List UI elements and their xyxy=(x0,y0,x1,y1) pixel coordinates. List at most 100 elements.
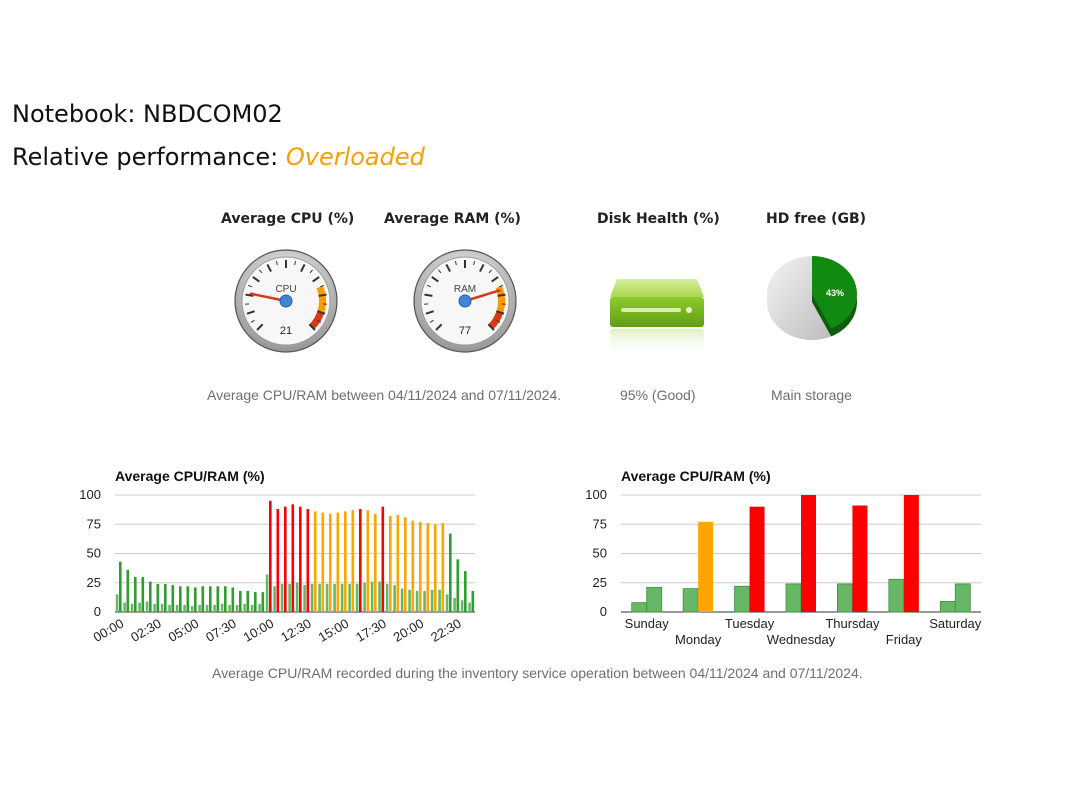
gauge-tick xyxy=(319,284,325,288)
notebook-title: Notebook: NBDCOM02 xyxy=(12,100,283,128)
ram-bar xyxy=(954,583,971,613)
cpu-bar xyxy=(785,583,802,613)
gauge-tick xyxy=(488,269,493,274)
x-category-label: Saturday xyxy=(929,616,982,631)
hd-free-pie: 43% xyxy=(767,256,857,340)
gauge-danger-zone xyxy=(488,311,504,330)
avg-cpu-label: Average CPU (%) xyxy=(221,211,355,227)
cpu-bar xyxy=(430,589,434,612)
cpu-bar xyxy=(175,604,179,612)
ram-bar xyxy=(374,513,377,612)
ram-bar xyxy=(194,587,197,612)
gauge-tick xyxy=(496,319,501,323)
y-tick-label: 50 xyxy=(593,546,607,561)
cpu-bar xyxy=(303,585,306,612)
y-tick-label: 75 xyxy=(87,516,101,531)
ram-bar xyxy=(186,586,190,612)
ram-needle-hub xyxy=(458,294,472,308)
cpu-ram-caption: Average CPU/RAM between 04/11/2024 and 0… xyxy=(207,387,562,403)
charts-caption: Average CPU/RAM recorded during the inve… xyxy=(212,665,863,681)
cpu-bar xyxy=(393,585,396,612)
ram-bar xyxy=(164,583,167,612)
cpu-bar xyxy=(243,603,246,612)
cpu-bar xyxy=(213,604,216,612)
gauge-tick xyxy=(246,310,255,315)
cpu-bar xyxy=(235,604,239,612)
cpu-bar xyxy=(220,603,224,612)
performance-label: Relative performance: xyxy=(12,143,279,171)
ram-bar xyxy=(284,506,287,612)
x-tick-label: 00:00 xyxy=(91,616,127,645)
ram-bar xyxy=(231,587,235,612)
ram-bar xyxy=(749,506,765,612)
ram-bar xyxy=(201,586,205,612)
gauge-tick xyxy=(435,323,443,331)
ram-bar xyxy=(179,586,182,612)
ram-bar xyxy=(456,559,460,612)
performance-status: Overloaded xyxy=(285,143,425,171)
cpu-bar xyxy=(190,606,194,612)
cpu-bar xyxy=(363,582,366,612)
cpu-bar xyxy=(453,597,456,612)
cpu-bar xyxy=(355,583,359,612)
cpu-gauge-name: CPU xyxy=(275,284,296,295)
ram-bar xyxy=(351,510,355,612)
avg-ram-label: Average RAM (%) xyxy=(384,211,521,227)
ram-bar xyxy=(801,495,816,612)
gauge-tick xyxy=(247,284,253,288)
ram-bar xyxy=(404,517,407,612)
gauge-tick xyxy=(309,269,314,274)
cpu-bar xyxy=(438,589,441,612)
hd-used-slice xyxy=(767,256,832,340)
y-tick-label: 50 xyxy=(87,546,101,561)
cpu-bar xyxy=(295,582,299,612)
gauge-danger-zone xyxy=(309,311,325,330)
gauge-tick xyxy=(497,293,506,297)
x-category-label: Tuesday xyxy=(725,616,775,631)
gauge-tick xyxy=(245,293,254,297)
weekday-cpu-ram-chart: Average CPU/RAM (%) 0 25 50 75 100 Sunday Mond… xyxy=(585,468,982,647)
y-tick-label: 25 xyxy=(87,575,101,590)
gauge-tick xyxy=(431,276,439,283)
gauge-tick xyxy=(318,293,327,297)
gauge-tick xyxy=(426,284,432,288)
cpu-bar xyxy=(115,594,119,612)
ram-bar xyxy=(852,505,868,612)
relative-performance: Relative performance: Overloaded xyxy=(12,143,425,171)
cpu-bar xyxy=(198,604,201,612)
ram-gauge-name: RAM xyxy=(454,284,476,295)
ram-bar xyxy=(389,516,392,612)
x-tick-label: 02:30 xyxy=(128,616,164,645)
ram-bar xyxy=(441,523,445,612)
ram-bar xyxy=(471,590,475,612)
cpu-bar xyxy=(228,604,231,612)
gauge-tick xyxy=(424,293,433,297)
ram-bar xyxy=(903,495,919,612)
cpu-bar xyxy=(837,583,853,613)
cpu-bar xyxy=(408,589,411,612)
cpu-bar xyxy=(400,588,404,612)
cpu-bar xyxy=(631,602,648,613)
gauge-tick xyxy=(312,276,320,283)
cpu-bar xyxy=(168,604,171,612)
hd-free-caption: Main storage xyxy=(771,387,852,403)
ram-bar xyxy=(134,576,137,612)
gauge-tick xyxy=(294,261,297,266)
ram-bar xyxy=(449,533,452,612)
ram-bar xyxy=(381,506,385,612)
cpu-bar xyxy=(258,603,261,612)
cpu-bar xyxy=(333,583,336,612)
cpu-bar xyxy=(153,603,156,612)
gauge-warning-zone xyxy=(495,285,505,314)
cpu-bar xyxy=(265,574,269,612)
x-tick-label: 12:30 xyxy=(278,616,314,645)
x-tick-label: 10:00 xyxy=(241,616,277,645)
ram-bar xyxy=(254,592,257,612)
gauge-tick xyxy=(317,319,322,323)
ram-bar xyxy=(464,571,467,612)
cpu-bar xyxy=(370,581,374,612)
x-tick-label: 17:30 xyxy=(353,616,389,645)
cpu-bar xyxy=(682,588,699,613)
ram-bar xyxy=(698,521,714,612)
x-tick-label: 22:30 xyxy=(428,616,464,645)
